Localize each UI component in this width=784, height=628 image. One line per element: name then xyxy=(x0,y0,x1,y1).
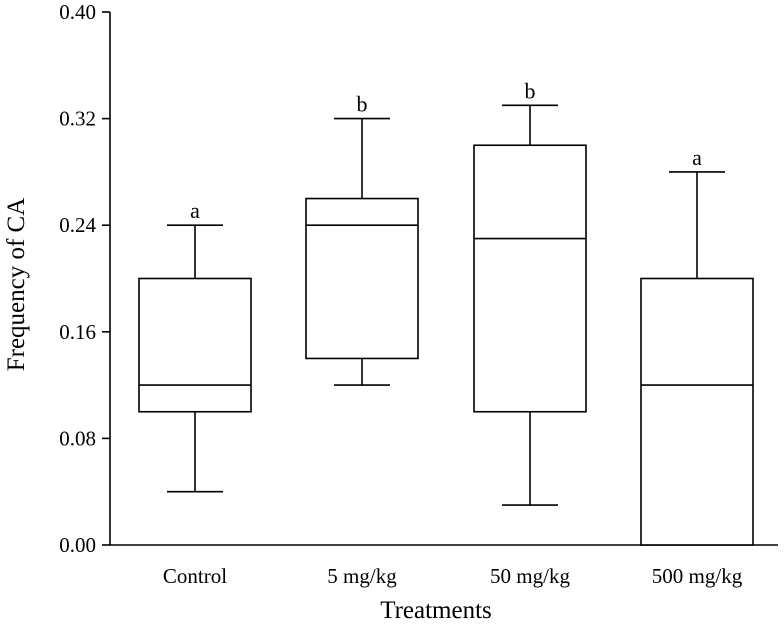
x-tick-label: 5 mg/kg xyxy=(327,564,397,588)
box-group: a xyxy=(640,145,754,546)
box-group: b xyxy=(305,92,419,386)
iqr-box xyxy=(473,144,587,413)
y-tick-label: 0.32 xyxy=(59,107,96,131)
iqr-box xyxy=(640,277,754,546)
y-tick-label: 0.24 xyxy=(59,213,96,237)
box-group: b xyxy=(473,78,587,506)
y-ticks: 0.00 0.08 0.16 0.24 0.32 0.40 xyxy=(59,0,110,557)
x-tick-label: 500 mg/kg xyxy=(652,564,743,588)
iqr-box xyxy=(305,197,419,360)
significance-label: a xyxy=(190,198,200,223)
significance-label: a xyxy=(692,145,702,170)
y-tick-label: 0.16 xyxy=(59,320,96,344)
boxes: a b b a xyxy=(138,78,754,546)
significance-label: b xyxy=(357,92,368,117)
x-tick-label: Control xyxy=(163,564,227,588)
y-tick-label: 0.40 xyxy=(59,0,96,24)
x-axis-title: Treatments xyxy=(380,597,492,624)
y-axis-title: Frequency of CA xyxy=(3,198,30,372)
x-tick-label: 50 mg/kg xyxy=(490,564,570,588)
y-tick-label: 0.08 xyxy=(59,426,96,450)
iqr-box xyxy=(138,277,252,413)
box-group: a xyxy=(138,198,252,493)
y-tick-label: 0.00 xyxy=(59,533,96,557)
significance-label: b xyxy=(525,78,536,103)
x-tick-labels: Control 5 mg/kg 50 mg/kg 500 mg/kg xyxy=(163,564,743,588)
